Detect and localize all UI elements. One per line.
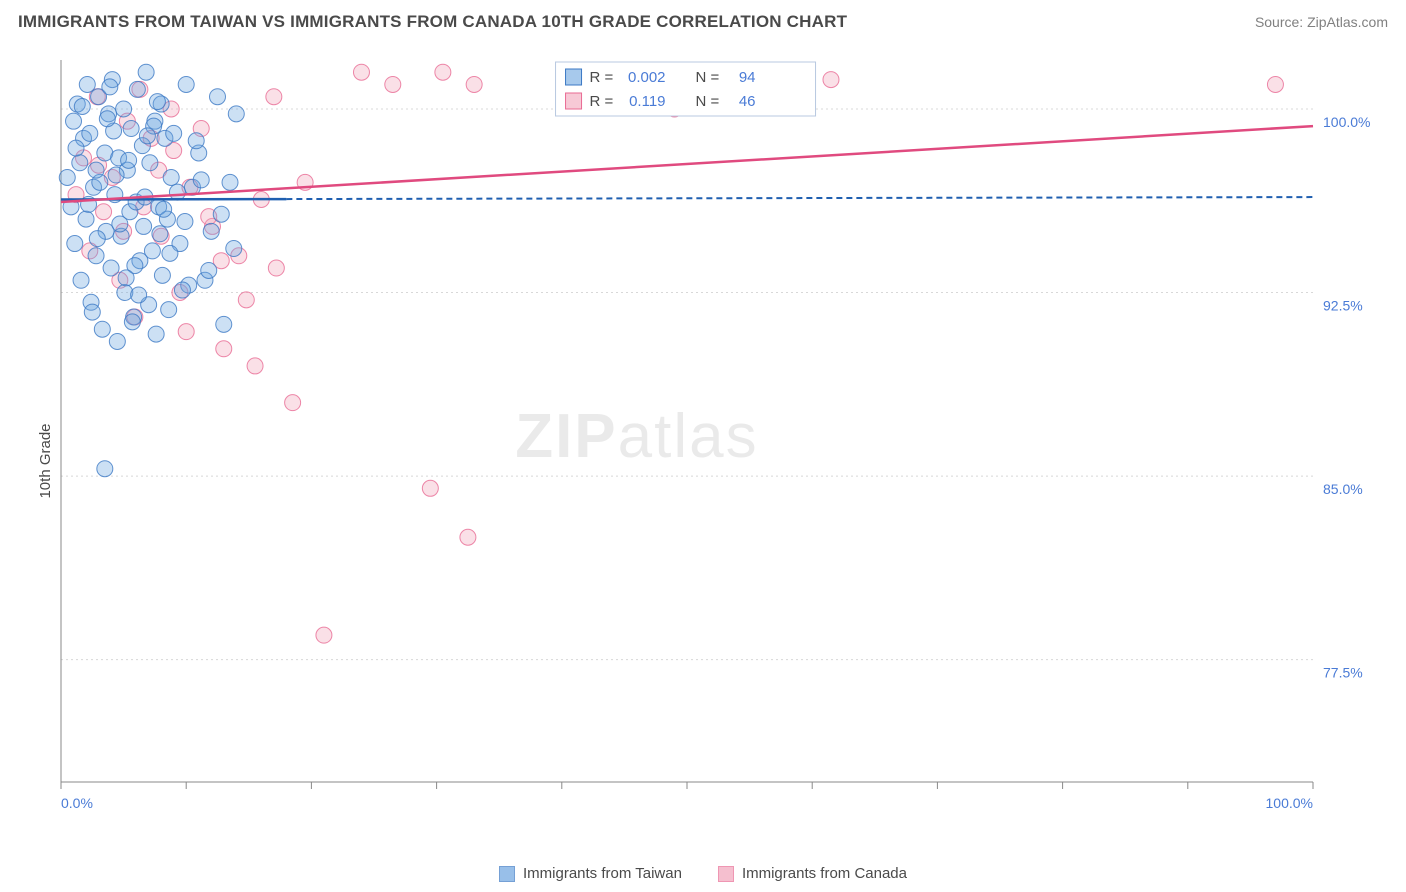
svg-text:46: 46 bbox=[739, 93, 756, 110]
svg-text:N =: N = bbox=[696, 93, 720, 110]
y-axis-label: 10th Grade bbox=[37, 423, 54, 498]
svg-text:100.0%: 100.0% bbox=[1266, 795, 1313, 811]
svg-text:0.002: 0.002 bbox=[628, 69, 666, 86]
legend-label-taiwan: Immigrants from Taiwan bbox=[523, 865, 682, 882]
svg-text:R =: R = bbox=[590, 69, 614, 86]
svg-text:ZIPatlas: ZIPatlas bbox=[515, 402, 758, 471]
plot-region: 77.5% 85.0% 92.5% 100.0% 0.0% 100.0% ZIPatlas R… bbox=[55, 54, 1385, 824]
legend-swatch-taiwan bbox=[499, 866, 515, 882]
legend-item-canada: Immigrants from Canada bbox=[718, 865, 907, 882]
svg-text:94: 94 bbox=[739, 69, 756, 86]
svg-text:77.5%: 77.5% bbox=[1323, 665, 1363, 681]
legend-label-canada: Immigrants from Canada bbox=[742, 865, 907, 882]
svg-text:N =: N = bbox=[696, 69, 720, 86]
svg-text:85.0%: 85.0% bbox=[1323, 481, 1363, 497]
legend-item-taiwan: Immigrants from Taiwan bbox=[499, 865, 682, 882]
chart-svg: 77.5% 85.0% 92.5% 100.0% 0.0% 100.0% ZIPatlas R… bbox=[55, 54, 1385, 824]
chart-area: 10th Grade 77.5% 85.0% 92.5% 100.0% 0.0% 100.… bbox=[0, 36, 1406, 886]
svg-text:0.0%: 0.0% bbox=[61, 795, 93, 811]
svg-text:100.0%: 100.0% bbox=[1323, 114, 1370, 130]
svg-text:0.119: 0.119 bbox=[629, 93, 665, 110]
source-label: Source: ZipAtlas.com bbox=[1255, 14, 1388, 30]
chart-title: IMMIGRANTS FROM TAIWAN VS IMMIGRANTS FRO… bbox=[18, 12, 847, 32]
title-bar: IMMIGRANTS FROM TAIWAN VS IMMIGRANTS FRO… bbox=[0, 0, 1406, 36]
legend-bottom: Immigrants from Taiwan Immigrants from C… bbox=[0, 865, 1406, 882]
svg-text:R =: R = bbox=[590, 93, 614, 110]
svg-text:92.5%: 92.5% bbox=[1323, 298, 1363, 314]
legend-swatch-canada bbox=[718, 866, 734, 882]
